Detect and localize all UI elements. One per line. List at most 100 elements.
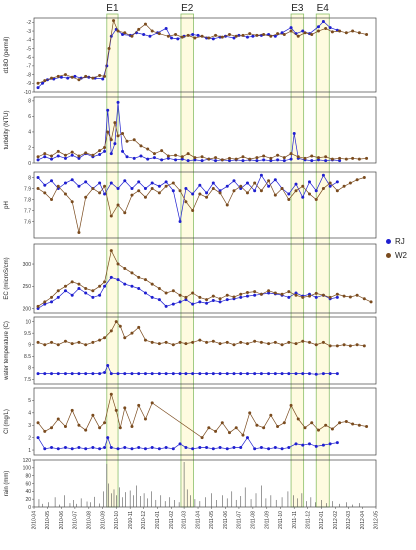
data-point-w2 <box>77 423 81 427</box>
data-point-rj <box>267 184 271 188</box>
data-point-rj <box>130 447 134 451</box>
x-tick-label: 2010-12 <box>141 511 147 530</box>
y-tick-label: 80 <box>25 473 31 479</box>
data-point-w2 <box>280 343 284 347</box>
data-point-rj <box>142 33 146 37</box>
data-point-rj <box>232 372 236 376</box>
data-point-w2 <box>262 154 266 158</box>
data-point-w2 <box>91 413 95 417</box>
data-point-w2 <box>164 340 168 344</box>
data-point-rj <box>98 447 102 451</box>
data-point-rj <box>259 446 263 450</box>
data-point-w2 <box>348 344 352 348</box>
data-point-w2 <box>139 144 143 148</box>
data-point-rj <box>77 287 81 291</box>
data-point-rj <box>98 152 102 156</box>
data-point-w2 <box>84 74 88 78</box>
data-point-rj <box>198 446 202 450</box>
data-point-w2 <box>344 31 348 35</box>
data-point-w2 <box>118 324 122 328</box>
data-point-w2 <box>234 426 238 430</box>
data-point-w2 <box>245 291 249 295</box>
x-tick-label: 2010-09 <box>100 511 106 530</box>
data-point-w2 <box>316 29 320 33</box>
data-point-rj <box>307 372 311 376</box>
data-point-rj <box>280 447 284 451</box>
data-point-rj <box>253 447 257 451</box>
data-point-w2 <box>253 181 257 185</box>
data-point-rj <box>91 295 95 299</box>
data-point-rj <box>267 372 271 376</box>
data-point-w2 <box>310 33 314 37</box>
data-point-w2 <box>282 421 286 425</box>
data-point-w2 <box>342 343 346 347</box>
data-point-rj <box>239 446 243 450</box>
data-point-w2 <box>63 73 67 77</box>
data-point-rj <box>143 447 147 451</box>
data-point-w2 <box>112 19 116 23</box>
data-point-rj <box>178 300 182 304</box>
data-point-w2 <box>307 340 311 344</box>
legend-entry-rj: RJ <box>386 234 416 248</box>
data-point-rj <box>205 372 209 376</box>
y-tick-label: 8 <box>28 175 31 181</box>
data-point-rj <box>70 447 74 451</box>
data-point-w2 <box>205 340 209 344</box>
data-point-rj <box>282 159 286 163</box>
data-point-rj <box>157 298 161 302</box>
data-point-w2 <box>324 155 328 159</box>
x-axis: 2010-04 2010-05 2010-06 2010-07 2010-08 2010-… <box>32 507 380 529</box>
data-point-rj <box>307 442 311 446</box>
data-point-w2 <box>114 408 118 412</box>
data-point-w2 <box>303 31 307 35</box>
data-point-rj <box>191 192 195 196</box>
data-point-w2 <box>355 343 359 347</box>
data-point-rj <box>251 34 255 38</box>
data-point-w2 <box>357 157 361 161</box>
data-point-w2 <box>70 200 74 204</box>
data-point-rj <box>91 446 95 450</box>
data-point-w2 <box>262 426 266 430</box>
data-point-w2 <box>355 178 359 182</box>
data-point-w2 <box>123 406 127 410</box>
data-point-rj <box>116 187 120 190</box>
data-point-rj <box>59 75 63 79</box>
data-point-w2 <box>164 291 168 295</box>
y-tick-label: 7.8 <box>24 197 31 203</box>
data-point-w2 <box>103 280 107 284</box>
data-point-w2 <box>98 73 102 77</box>
data-point-rj <box>63 289 67 293</box>
data-point-rj <box>267 291 271 295</box>
data-point-rj <box>103 192 107 196</box>
data-point-w2 <box>225 340 229 344</box>
series-line-w2 <box>37 320 365 347</box>
data-point-w2 <box>178 293 182 297</box>
data-point-w2 <box>125 139 129 143</box>
data-point-rj <box>157 184 161 188</box>
y-tick-label: -4 <box>27 38 32 44</box>
data-point-rj <box>50 446 54 450</box>
data-point-w2 <box>130 331 134 335</box>
data-point-w2 <box>241 33 245 37</box>
data-point-w2 <box>91 76 95 80</box>
data-point-w2 <box>227 156 231 160</box>
data-point-w2 <box>218 297 222 301</box>
data-point-rj <box>36 436 40 440</box>
data-point-w2 <box>294 293 298 297</box>
data-point-w2 <box>137 189 141 193</box>
x-tick-label: 2011-07 <box>237 511 243 529</box>
data-point-rj <box>191 302 195 306</box>
data-point-rj <box>184 187 188 190</box>
data-point-rj <box>289 26 293 30</box>
data-point-rj <box>211 372 215 376</box>
data-point-rj <box>273 372 277 376</box>
data-point-rj <box>123 179 127 183</box>
y-tick-label: 8 <box>28 366 31 372</box>
data-point-w2 <box>143 278 147 282</box>
data-point-w2 <box>330 157 334 161</box>
data-point-rj <box>70 293 74 297</box>
data-point-w2 <box>207 426 211 430</box>
data-point-rj <box>150 181 154 185</box>
data-point-w2 <box>107 46 111 50</box>
